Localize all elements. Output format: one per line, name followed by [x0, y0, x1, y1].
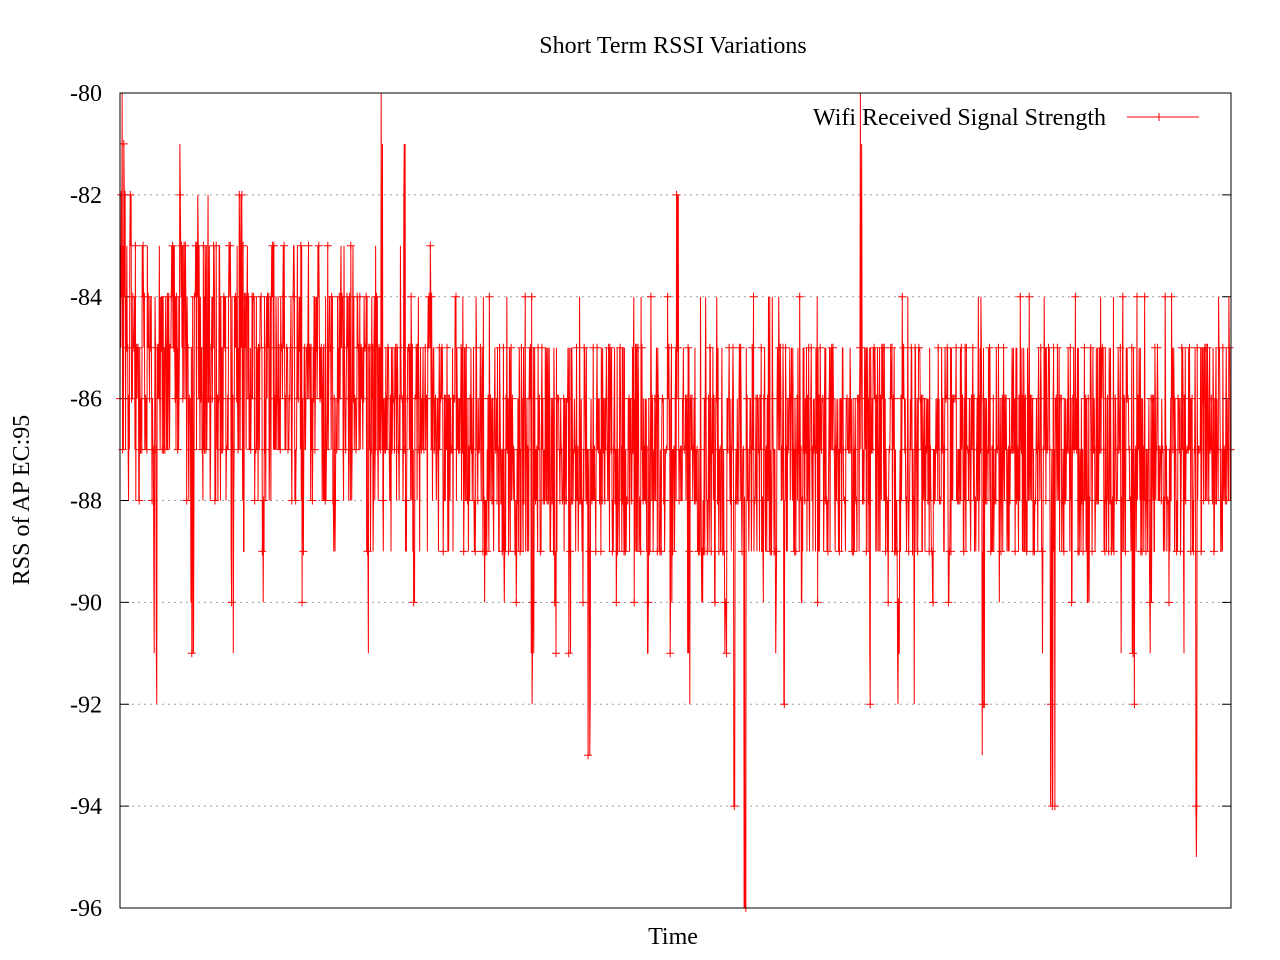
y-tick-label: -84 — [70, 285, 102, 311]
legend-label: Wifi Received Signal Strength — [813, 105, 1106, 131]
series-layer — [116, 92, 1235, 912]
y-tick-label: -90 — [70, 590, 102, 616]
y-tick-label: -88 — [70, 489, 102, 515]
x-axis-label: Time — [648, 924, 698, 950]
y-tick-label: -96 — [70, 896, 102, 922]
y-axis: -80 -82 -84 -86 -88 -90 -92 -94 -96 — [70, 81, 1231, 922]
legend-marker-plus — [1155, 113, 1163, 121]
y-tick-label: -80 — [70, 81, 102, 107]
plot-frame — [119, 92, 1232, 909]
series-line-wifi-rss — [119, 92, 1232, 909]
y-tick-label: -94 — [70, 794, 102, 820]
y-tick-label: -86 — [70, 387, 102, 413]
legend: Wifi Received Signal Strength — [813, 105, 1199, 131]
y-tick-label: -82 — [70, 183, 102, 209]
y-tick-label: -92 — [70, 692, 102, 718]
chart-title: Short Term RSSI Variations — [539, 33, 806, 59]
y-axis-label: RSS of AP EC:95 — [9, 415, 35, 586]
